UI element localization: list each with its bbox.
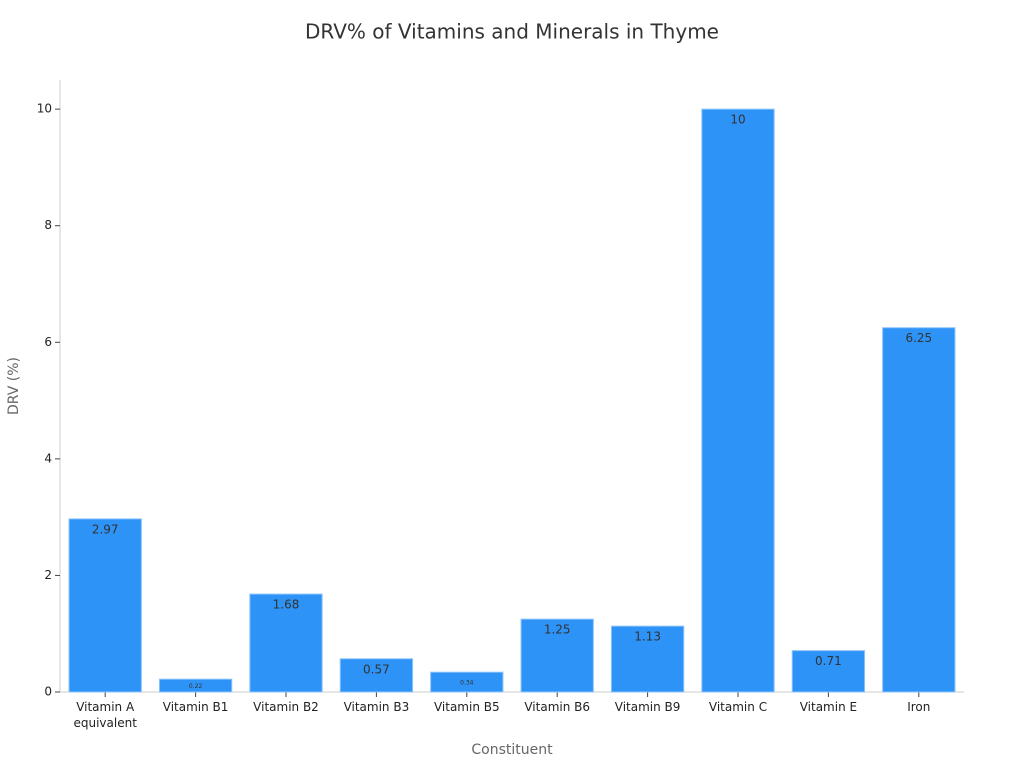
x-tick-label: Vitamin B3 <box>344 700 410 714</box>
y-tick-label: 8 <box>44 218 52 232</box>
value-label: 0.34 <box>460 680 474 687</box>
x-tick-label: Vitamin B9 <box>615 700 681 714</box>
bar <box>430 671 504 693</box>
bar <box>249 593 323 693</box>
value-label: 0.22 <box>189 683 203 690</box>
y-tick-label: 0 <box>44 685 52 699</box>
bar <box>610 625 685 693</box>
value-label: 0.57 <box>363 662 390 676</box>
x-tick-label: Vitamin B5 <box>434 700 500 714</box>
x-tick-label: Vitamin B2 <box>253 700 319 714</box>
value-label: 6.25 <box>905 331 932 345</box>
bar <box>701 108 775 693</box>
x-tick-label: Vitamin B1 <box>163 700 229 714</box>
x-axis-label: Constituent <box>471 742 553 758</box>
y-tick-label: 4 <box>44 451 52 465</box>
x-tick-label: Iron <box>907 700 930 714</box>
value-label: 1.13 <box>634 630 661 644</box>
y-tick-label: 2 <box>44 568 52 582</box>
bar <box>882 327 956 693</box>
y-tick-label: 10 <box>37 102 52 116</box>
y-tick-label: 6 <box>44 335 52 349</box>
x-tick-label: Vitamin B6 <box>524 700 590 714</box>
value-label: 1.68 <box>273 598 300 612</box>
bar <box>339 658 414 693</box>
value-label: 1.25 <box>544 623 571 637</box>
value-label: 0.71 <box>815 654 842 668</box>
bar <box>791 650 866 693</box>
value-label: 2.97 <box>92 522 119 536</box>
x-tick-label: Vitamin C <box>709 700 767 714</box>
bar <box>520 618 594 693</box>
bar <box>158 678 233 693</box>
bar <box>68 518 142 693</box>
value-label: 10 <box>730 113 745 127</box>
chart-title: DRV% of Vitamins and Minerals in Thyme <box>305 20 719 44</box>
y-axis-label: DRV (%) <box>6 357 22 415</box>
x-tick-label: Vitamin E <box>800 700 857 714</box>
